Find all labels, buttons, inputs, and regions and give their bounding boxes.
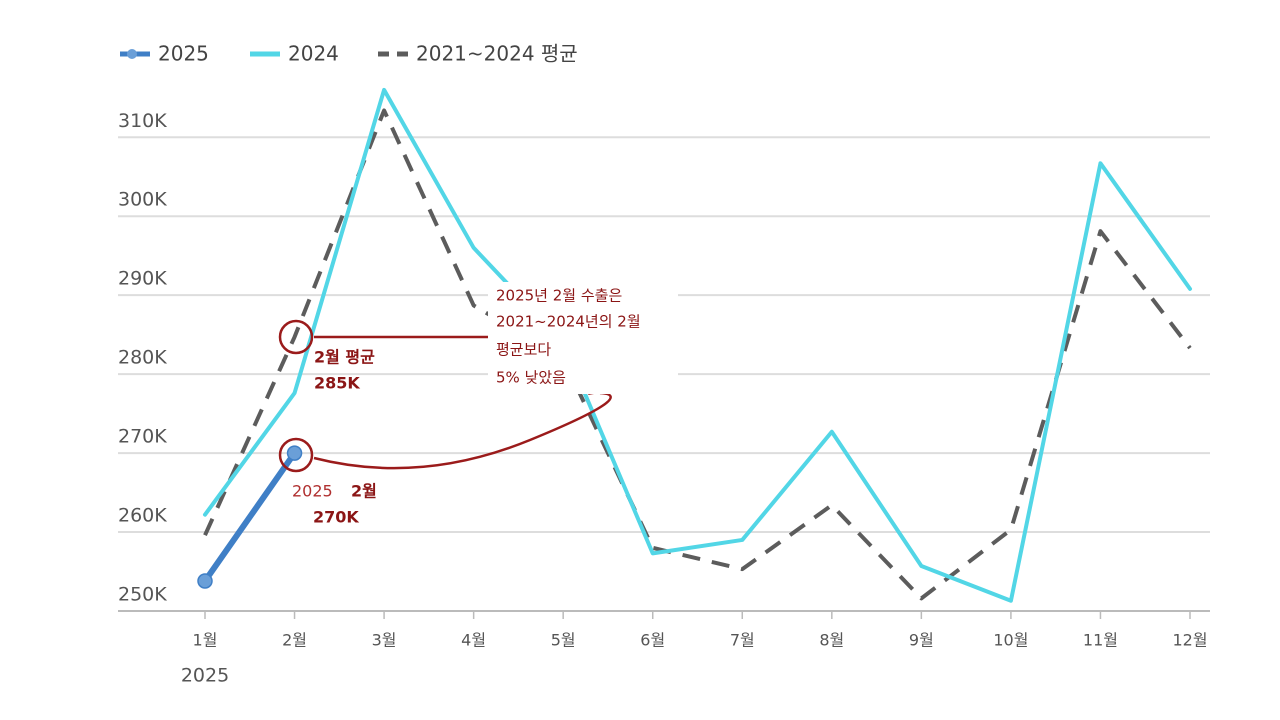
x-tick-label: 4월 xyxy=(461,631,486,650)
x-tick-label: 10월 xyxy=(993,631,1028,650)
x-tick-label: 12월 xyxy=(1172,631,1207,650)
annotation: 270K xyxy=(313,508,359,527)
legend-dot xyxy=(127,49,137,59)
x-tick-label: 11월 xyxy=(1083,631,1118,650)
y-tick-label: 250K xyxy=(118,584,167,606)
callout-text: 평균보다 xyxy=(496,341,551,359)
x-tick-label: 2월 xyxy=(282,631,307,650)
x-tick-label: 6월 xyxy=(640,631,665,650)
x-tick-label: 5월 xyxy=(551,631,576,650)
x-tick-label: 3월 xyxy=(372,631,397,650)
y-tick-label: 270K xyxy=(118,426,167,448)
point xyxy=(286,445,303,461)
series-line xyxy=(202,450,298,584)
callout-text: 2021~2024년의 2월 xyxy=(496,313,641,331)
annotation: 2월 xyxy=(351,482,377,501)
series-line xyxy=(203,108,1192,601)
callout-text: 2025년 2월 수출은 xyxy=(496,287,622,305)
callout-text: 5% 낮았음 xyxy=(496,369,566,387)
annotations: 2월 평균 285K 2025 2월 270K 2025년 2월 수출은 202… xyxy=(278,282,678,527)
legend-label: 2021~2024 평균 xyxy=(416,42,578,66)
y-tick-label: 310K xyxy=(118,110,167,132)
y-tick-label: 260K xyxy=(118,505,167,527)
highlight-ring xyxy=(278,437,314,473)
x-tick-label: 9월 xyxy=(909,631,934,650)
legend-label: 2025 xyxy=(158,42,209,66)
y-tick-label: 280K xyxy=(118,347,167,369)
annotation-curve xyxy=(313,391,612,470)
annotation: 2025 xyxy=(292,482,333,501)
y-tick-label: 300K xyxy=(118,189,167,211)
y-tick-label: 290K xyxy=(118,268,167,290)
legend-label: 2024 xyxy=(288,42,339,66)
legend: 2025 2024 2021~2024 평균 xyxy=(120,42,578,66)
x-sublabel: 2025 xyxy=(181,665,229,687)
point xyxy=(197,573,213,589)
highlight-ring xyxy=(278,319,314,355)
annotation: 2월 평균 xyxy=(314,348,375,367)
series-line xyxy=(203,87,1192,603)
callout-box xyxy=(488,282,678,394)
annotation: 285K xyxy=(314,374,360,393)
x-tick-label: 1월 xyxy=(193,631,218,650)
x-tick-label: 7월 xyxy=(730,631,755,650)
lines xyxy=(197,87,1192,603)
x-tick-label: 8월 xyxy=(819,631,844,650)
